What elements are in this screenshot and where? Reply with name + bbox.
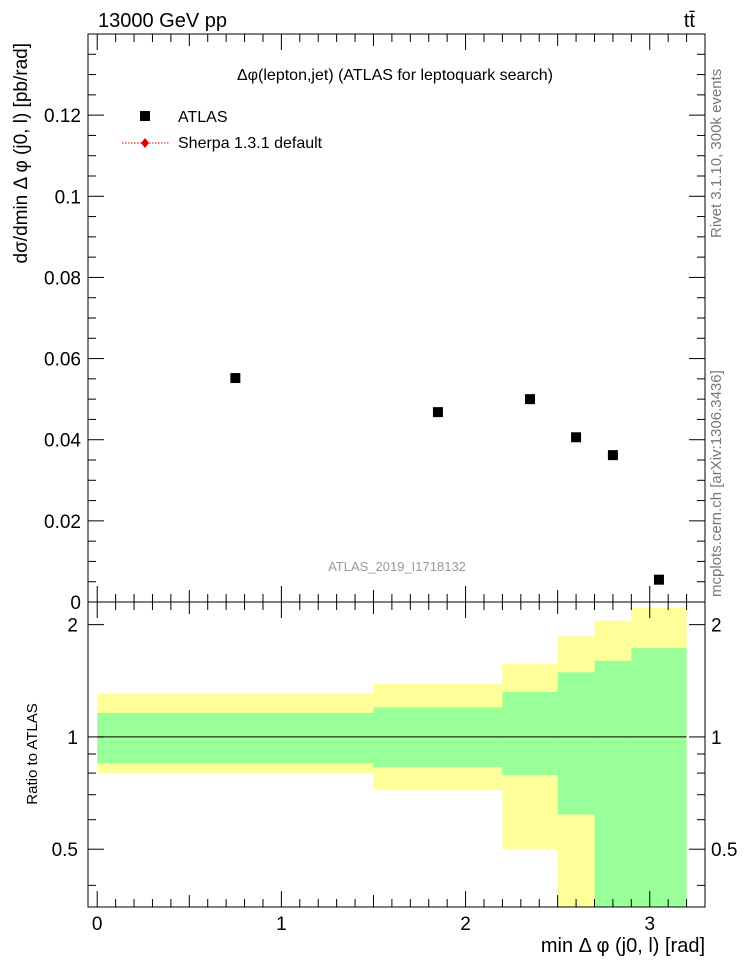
x-tick-label: 2 [460,914,471,935]
atlas-data-points [230,373,664,585]
ratio-y-tick-label-right: 1 [711,728,722,749]
legend-atlas-marker [140,111,150,121]
mcplots-label: mcplots.cern.ch [arXiv:1306.3436] [708,370,725,597]
analysis-watermark: ATLAS_2019_I1718132 [328,559,466,574]
main-y-tick-label: 0.02 [44,512,81,533]
ratio-uncertainty-bands [97,607,687,907]
main-y-axis-label: dσ/dmin Δ φ (j0, l) [pb/rad] [11,43,32,264]
x-tick-label: 1 [276,914,287,935]
x-tick-label: 0 [92,914,103,935]
x-axis-label: min Δ φ (j0, l) [rad] [541,935,705,957]
atlas-data-point [653,574,664,585]
atlas-data-point [525,394,536,405]
legend-sherpa-marker [141,138,149,148]
main-axis-ticks: 0 0.02 0.04 0.06 0.08 0.1 0.12 [44,33,705,614]
main-y-tick-label: 0.1 [55,187,81,208]
ratio-inner-band-bin [594,660,632,907]
main-y-tick-label: 0.04 [44,431,81,452]
ratio-y-tick-label-right: 0.5 [711,840,737,861]
atlas-data-point [571,432,582,443]
ratio-y-tick-label: 1 [67,728,78,749]
atlas-data-point [432,407,443,418]
plot-title: Δφ(lepton,jet) (ATLAS for leptoquark sea… [237,67,553,84]
process-label: tt̄ [684,10,696,32]
legend-sherpa-label: Sherpa 1.3.1 default [178,135,323,152]
ratio-inner-band-bin [502,691,558,776]
rivet-label: Rivet 3.1.10, 300k events [708,69,725,238]
ratio-axis-ticks: 0.5 0.5 1 1 2 2 0 1 2 3 [52,602,737,935]
legend-atlas-label: ATLAS [178,109,228,126]
legend: ATLAS Sherpa 1.3.1 default [122,109,323,152]
ratio-frame [87,601,706,908]
ratio-inner-band-bin [631,648,687,907]
ratio-y-tick-label-right: 2 [711,616,722,637]
main-y-axis-label-text: dσ/dmin Δ φ (j0, l) [pb/rad] [11,43,32,264]
ratio-panel: 0.5 0.5 1 1 2 2 0 1 2 3 Ratio to ATLAS min Δ φ (j… [24,601,737,957]
main-panel: Δφ(lepton,jet) (ATLAS for leptoquark sea… [11,33,706,614]
ratio-y-tick-label: 0.5 [52,840,78,861]
ratio-y-axis-label: Ratio to ATLAS [24,703,41,804]
energy-label: 13000 GeV pp [98,10,227,32]
atlas-data-point [230,373,241,384]
ratio-inner-band-bin [557,672,595,815]
x-tick-label: 3 [644,914,655,935]
atlas-data-point [607,450,618,461]
main-y-tick-label: 0.12 [44,106,81,127]
main-y-tick-label: 0.06 [44,350,81,371]
main-y-tick-label: 0 [70,593,81,614]
ratio-y-tick-label: 2 [67,616,78,637]
ratio-inner-band-bin [97,712,374,764]
main-y-tick-label: 0.08 [44,268,81,289]
